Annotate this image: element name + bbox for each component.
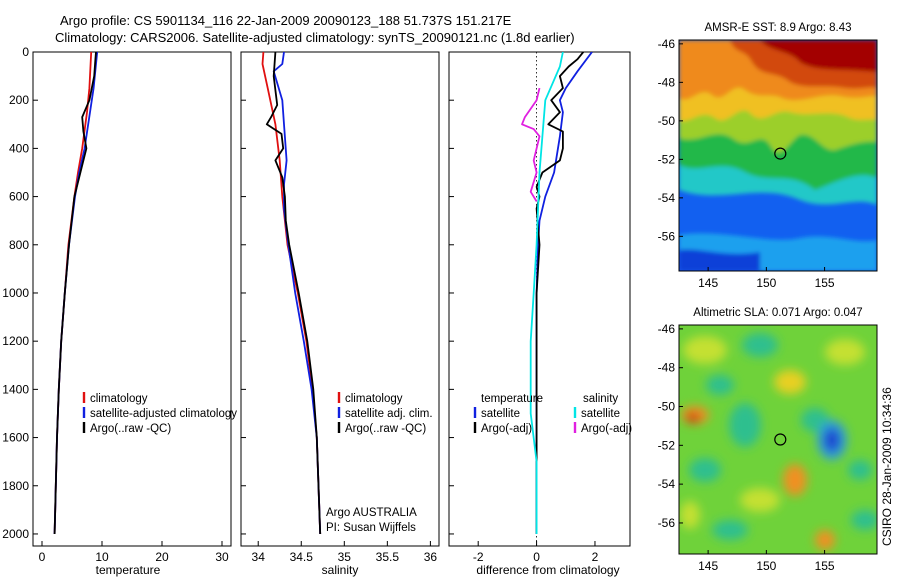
- p3-xtick-label: 0: [533, 550, 540, 564]
- p1-xtick-label: 10: [95, 550, 109, 564]
- p1-ytick-label: 1200: [2, 334, 29, 348]
- legend-label-climatology: climatology: [345, 393, 403, 405]
- legend-label-salinity-argo-adj: Argo(-adj): [581, 423, 632, 435]
- p1-series-argo-raw-qc: [53, 52, 97, 535]
- difference-xlabel: difference from climatology: [476, 563, 619, 577]
- temperature-legend: climatology satellite-adjusted climatolog…: [82, 392, 237, 435]
- salinity-panel: 34 34.5 35 35.5 36 salinity climatology satel…: [240, 51, 440, 577]
- p1-ytick-label: 1000: [2, 286, 29, 300]
- sst-map-panel: AMSR-E SST: 8.9 Argo: 8.43 145 150 155 -46 -…: [658, 22, 878, 290]
- p1-ytick-label: 800: [9, 238, 29, 252]
- m1-ytick-label: -50: [658, 114, 676, 128]
- annotation-pi: PI: Susan Wijffels: [326, 522, 416, 534]
- header-line-2: Climatology: CARS2006. Satellite-adjuste…: [55, 30, 575, 45]
- p1-xtick-label: 0: [39, 550, 46, 564]
- temperature-axes-box: [32, 51, 232, 547]
- p1-ytick-label: 600: [9, 190, 29, 204]
- p3-xtick-label: -2: [473, 550, 484, 564]
- p2-xtick-label: 35: [338, 550, 352, 564]
- sst-axes-box: [678, 39, 878, 272]
- sst-map-ticks: 145 150 155 -46 -48 -50 -52 -54 -56: [658, 37, 835, 290]
- m1-ytick-label: -56: [658, 229, 676, 243]
- p1-ytick-label: 1400: [2, 382, 29, 396]
- p1-ytick-label: 200: [9, 93, 29, 107]
- sla-axes-box: [678, 324, 878, 555]
- p1-xtick-label: 20: [155, 550, 169, 564]
- difference-panel: -2 0 2 difference from climatology tempera…: [448, 51, 632, 577]
- difference-legend: temperature satellite Argo(-adj) salinity sa…: [473, 393, 632, 435]
- m2-xtick-label: 145: [698, 559, 718, 573]
- p1-ytick-label: 1600: [2, 431, 29, 445]
- sla-map-panel: Altimetric SLA: 0.071 Argo: 0.047: [658, 307, 878, 573]
- salinity-axes-box: [240, 51, 440, 547]
- legend-label-argo-raw-qc: Argo(..raw -QC): [90, 423, 171, 435]
- m2-xtick-label: 150: [756, 559, 776, 573]
- m2-ytick-label: -56: [658, 516, 676, 530]
- legend-label-temperature-satellite: satellite: [481, 408, 520, 420]
- p2-xtick-label: 36: [424, 550, 438, 564]
- p2-xtick-label: 35.5: [376, 550, 400, 564]
- salinity-xlabel: salinity: [322, 563, 359, 577]
- salinity-lines: [261, 52, 322, 535]
- sla-map-title: Altimetric SLA: 0.071 Argo: 0.047: [693, 307, 862, 319]
- p1-ytick-label: 400: [9, 141, 29, 155]
- legend-label-temperature-argo-adj: Argo(-adj): [481, 423, 532, 435]
- p1-ytick-label: 2000: [2, 527, 29, 541]
- sst-field: [679, 40, 877, 271]
- side-timestamp-label: CSIRO 28-Jan-2009 10:34:36: [880, 387, 894, 546]
- p2-series-argo-raw-qc: [265, 52, 322, 535]
- header-line-1: Argo profile: CS 5901134_116 22-Jan-2009…: [60, 13, 512, 28]
- m1-ytick-label: -48: [658, 75, 676, 89]
- p3-xtick-label: 2: [592, 550, 599, 564]
- m1-ytick-label: -46: [658, 37, 676, 51]
- legend-group-title-salinity: salinity: [583, 393, 618, 405]
- p1-ytick-label: 0: [22, 45, 29, 59]
- temperature-panel: 0 10 20 30 0 200 400 600 800 1000 1200 1400 1600 1800…: [2, 45, 237, 577]
- legend-label-salinity-satellite: satellite: [581, 408, 620, 420]
- m1-ytick-label: -52: [658, 152, 676, 166]
- salinity-ticks: 34 34.5 35 35.5 36: [241, 51, 438, 564]
- temperature-lines: [53, 52, 99, 535]
- sst-argo-location-marker: [774, 147, 787, 160]
- legend-label-satellite-adj-clim: satellite adj. clim.: [345, 408, 433, 420]
- m1-xtick-label: 155: [815, 276, 835, 290]
- temperature-ticks: 0 10 20 30 0 200 400 600 800 1000 1200 1400 1600 1800…: [2, 45, 229, 564]
- m1-xtick-label: 150: [756, 276, 776, 290]
- legend-label-climatology: climatology: [90, 393, 148, 405]
- m2-ytick-label: -48: [658, 361, 676, 375]
- difference-ticks: -2 0 2: [449, 51, 599, 564]
- m2-ytick-label: -52: [658, 438, 676, 452]
- temperature-xlabel: temperature: [96, 563, 161, 577]
- salinity-legend: climatology satellite adj. clim. Argo(..ra…: [337, 392, 433, 435]
- sst-map-title: AMSR-E SST: 8.9 Argo: 8.43: [704, 22, 851, 34]
- difference-axes-box: [448, 51, 631, 547]
- p2-xtick-label: 34.5: [290, 550, 314, 564]
- p1-xtick-label: 30: [215, 550, 229, 564]
- m2-ytick-label: -50: [658, 400, 676, 414]
- p3-series-temperature-satellite: [535, 52, 593, 534]
- legend-group-title-temperature: temperature: [481, 393, 543, 405]
- m2-ytick-label: -46: [658, 322, 676, 336]
- m1-ytick-label: -54: [658, 191, 676, 205]
- difference-lines: [521, 52, 593, 534]
- p3-series-salinity-argo-adj: [521, 87, 541, 202]
- m2-ytick-label: -54: [658, 477, 676, 491]
- legend-label-argo-raw-qc: Argo(..raw -QC): [345, 423, 426, 435]
- legend-label-satellite-adjusted-climatology: satellite-adjusted climatology: [90, 408, 237, 420]
- m2-xtick-label: 155: [815, 559, 835, 573]
- p2-xtick-label: 34: [252, 550, 266, 564]
- sla-argo-location-marker: [774, 433, 787, 446]
- sla-map-ticks: 145 150 155 -46 -48 -50 -52 -54 -56: [658, 322, 835, 573]
- sla-field: [679, 325, 877, 554]
- p3-series-salinity-satellite: [529, 52, 564, 534]
- m1-xtick-label: 145: [698, 276, 718, 290]
- annotation-argo-australia: Argo AUSTRALIA: [326, 507, 417, 519]
- p1-ytick-label: 1800: [2, 479, 29, 493]
